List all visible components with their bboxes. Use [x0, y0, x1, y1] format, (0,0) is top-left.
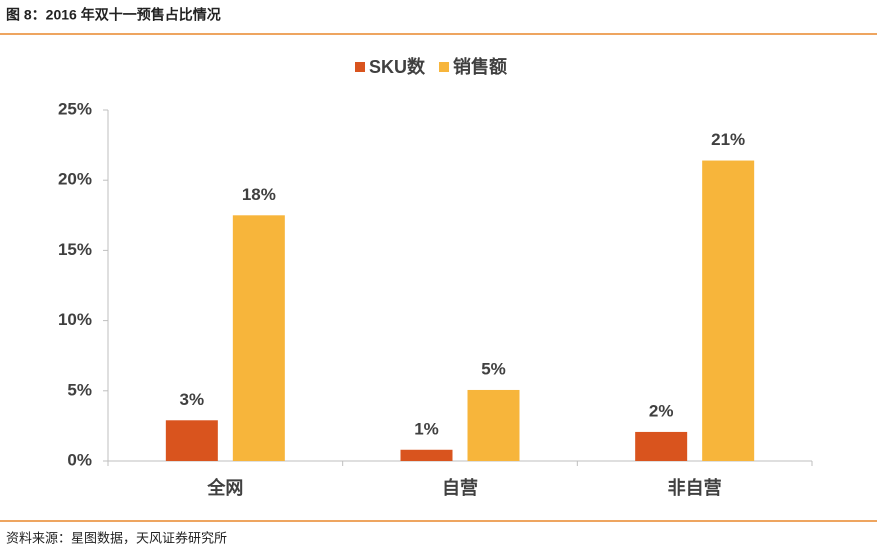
legend-label: SKU数: [369, 56, 426, 77]
y-tick-label: 10%: [58, 310, 92, 329]
bar: [467, 389, 520, 461]
bar: [165, 420, 218, 461]
y-tick-label: 25%: [58, 99, 92, 118]
value-label: 18%: [242, 185, 276, 204]
bar: [635, 431, 688, 461]
figure-title: 图 8：2016 年双十一预售占比情况: [6, 7, 221, 23]
x-tick-label: 非自营: [668, 477, 722, 498]
value-label: 3%: [180, 390, 205, 409]
legend-swatch: [355, 62, 365, 72]
source-note: 资料来源：星图数据，天风证券研究所: [6, 530, 227, 545]
bar: [400, 449, 453, 461]
x-tick-label: 全网: [206, 477, 243, 498]
legend-label: 销售额: [453, 56, 507, 77]
x-tick-label: 自营: [442, 477, 478, 498]
y-tick-label: 0%: [67, 450, 92, 469]
legend-swatch: [439, 62, 450, 72]
bar: [702, 160, 755, 461]
value-label: 2%: [649, 401, 674, 420]
value-label: 1%: [414, 419, 439, 438]
y-tick-label: 20%: [58, 170, 92, 189]
bar: [232, 215, 285, 461]
y-tick-label: 15%: [58, 240, 92, 259]
value-label: 21%: [711, 130, 745, 149]
value-label: 5%: [481, 359, 506, 378]
y-tick-label: 5%: [67, 380, 92, 399]
